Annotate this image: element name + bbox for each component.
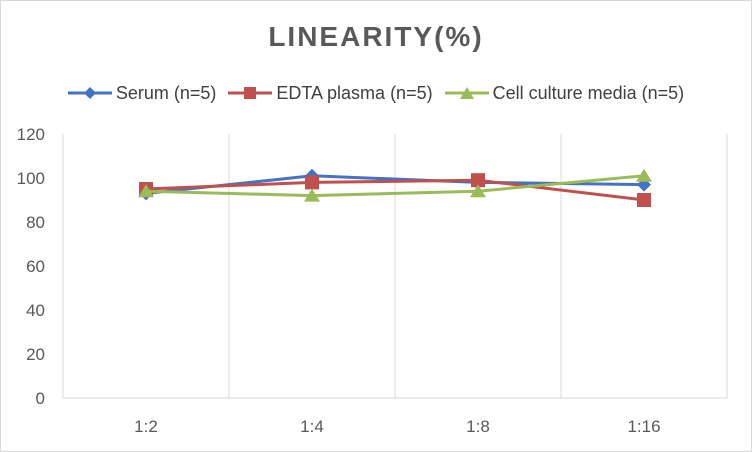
data-point-square (305, 175, 319, 190)
legend-marker-edta-plasma (228, 87, 273, 99)
data-point-square (637, 193, 651, 207)
series-line-1 (145, 178, 645, 202)
data-point-triangle (138, 184, 154, 198)
y-tick-label: 40 (26, 301, 45, 320)
legend-label-edta-plasma: EDTA plasma (n=5) (276, 82, 433, 103)
y-tick-label: 80 (26, 213, 45, 232)
x-tick-label: 1:16 (627, 417, 660, 436)
legend-label-cell-culture-media: Cell culture media (n=5) (492, 82, 685, 103)
x-tick-label: 1:2 (134, 417, 158, 436)
legend-item-serum: Serum (n=5) (67, 82, 217, 104)
y-tick-label: 120 (17, 125, 45, 144)
chart-title: LINEARITY(%) (268, 21, 484, 52)
y-tick-label: 20 (26, 345, 45, 364)
legend-marker-cell-culture-media (444, 87, 489, 99)
series-line-2 (145, 174, 645, 198)
legend-marker-serum (67, 87, 112, 99)
data-point-triangle (304, 188, 320, 202)
y-tick-label: 0 (36, 389, 45, 408)
data-point-triangle (636, 168, 652, 182)
legend-label-serum: Serum (n=5) (115, 82, 217, 103)
legend-item-edta-plasma: EDTA plasma (n=5) (228, 82, 433, 104)
y-tick-label: 100 (17, 169, 45, 188)
data-point-triangle (470, 184, 486, 198)
x-tick-label: 1:4 (300, 417, 324, 436)
x-tick-label: 1:8 (466, 417, 490, 436)
legend-item-cell-culture-media: Cell culture media (n=5) (444, 82, 685, 104)
data-point-square (471, 173, 485, 188)
y-tick-label: 60 (26, 257, 45, 276)
chart-legend: Serum (n=5) EDTA plasma (n=5) Cell cultu… (1, 81, 751, 105)
